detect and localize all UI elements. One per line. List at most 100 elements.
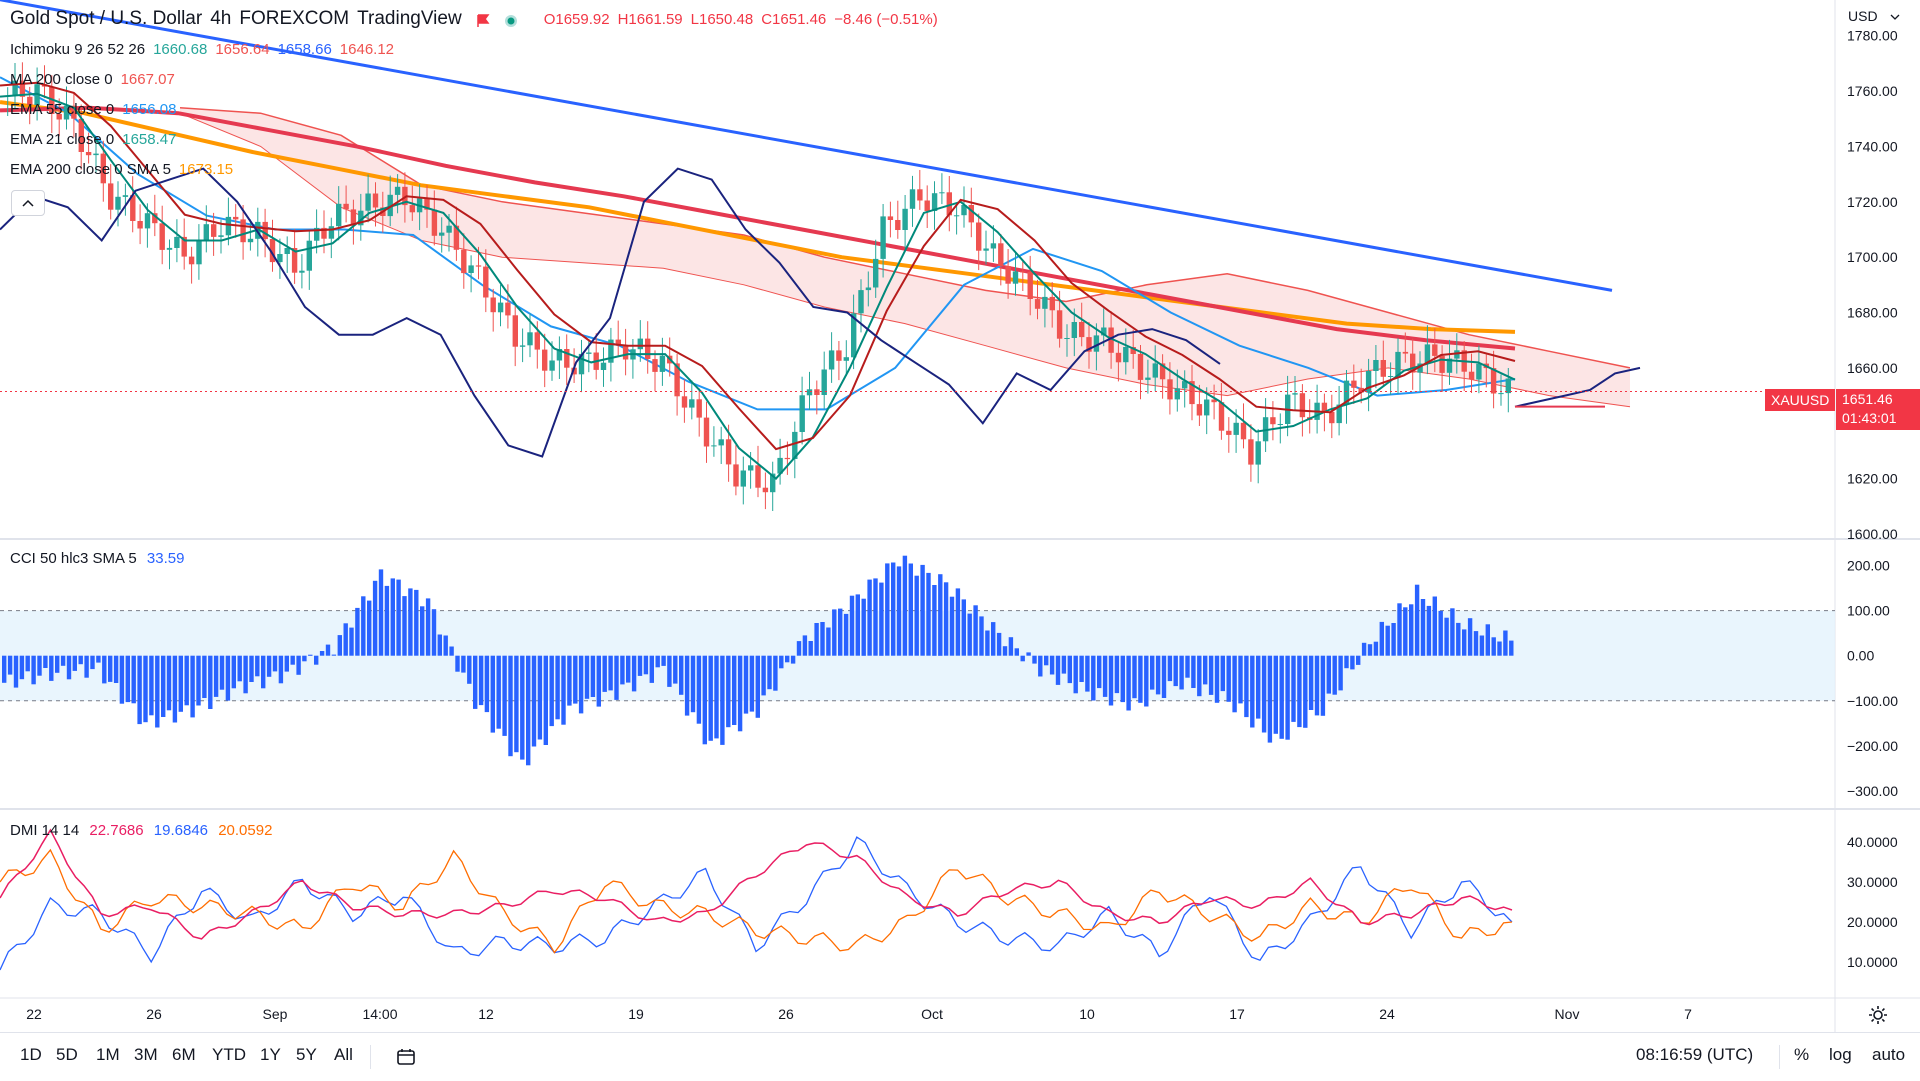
cci-bar xyxy=(720,655,725,745)
percent-toggle[interactable]: % xyxy=(1794,1045,1810,1064)
cci-bar xyxy=(908,563,913,656)
candle-body xyxy=(93,153,99,156)
cci-bar xyxy=(1132,655,1137,699)
candle-body xyxy=(402,186,408,206)
chikou-line xyxy=(0,167,1221,458)
dmi-plus-line xyxy=(0,836,1513,971)
collapse-legend-button[interactable] xyxy=(11,190,45,216)
clock-display[interactable]: 08:16:59 (UTC) xyxy=(1636,1045,1754,1064)
candle-body xyxy=(755,465,761,488)
cci-bar xyxy=(384,585,390,656)
indicator-legend-row[interactable]: EMA 21 close 0 1658.47 xyxy=(10,125,184,155)
cci-bar xyxy=(1079,655,1084,682)
cci-bar xyxy=(626,655,631,683)
candle-body xyxy=(63,105,70,120)
candle-body xyxy=(321,227,327,239)
cci-bar xyxy=(19,655,25,680)
candle-body xyxy=(1373,360,1379,371)
candle-body xyxy=(851,313,857,358)
cci-bar xyxy=(178,655,183,712)
cci-bar xyxy=(143,655,148,723)
cci-bar xyxy=(1444,617,1449,656)
cci-bar xyxy=(1214,655,1220,703)
candle-body xyxy=(1336,404,1342,424)
cci-bar xyxy=(1073,655,1078,694)
candle-body xyxy=(865,287,872,291)
chart-canvas[interactable]: 1780.00 1760.00 1740.00 1720.00 1700.00 1680.… xyxy=(0,0,1920,1032)
currency-label[interactable]: USD xyxy=(1848,8,1878,24)
cci-bar xyxy=(149,655,154,716)
candle-body xyxy=(740,470,746,487)
candle-body xyxy=(122,195,129,197)
settings-icon[interactable] xyxy=(1868,1005,1888,1025)
flag-icon[interactable] xyxy=(476,12,490,27)
chevron-down-icon[interactable] xyxy=(1890,14,1900,20)
dmi-scale-label: 40.0000 xyxy=(1847,834,1898,850)
date-range-icon[interactable] xyxy=(396,1047,416,1067)
kijun-line xyxy=(0,81,1516,451)
time-scale-label: Nov xyxy=(1555,1006,1580,1022)
timeframe-button[interactable]: 6M xyxy=(172,1045,196,1064)
cci-scale-label: 0.00 xyxy=(1847,648,1874,664)
cci-bar xyxy=(631,655,637,692)
candle-body xyxy=(1343,380,1350,405)
dmi-scale-label: 10.0000 xyxy=(1847,954,1898,970)
auto-toggle[interactable]: auto xyxy=(1872,1045,1906,1064)
candle-body xyxy=(527,332,533,346)
market-status-icon[interactable] xyxy=(504,12,518,27)
cci-bar xyxy=(337,635,342,656)
cci-bar xyxy=(1026,652,1031,656)
candle-body xyxy=(542,349,548,371)
candle-body xyxy=(461,249,467,274)
time-scale-label: 24 xyxy=(1379,1006,1395,1022)
ichimoku-cloud xyxy=(180,107,1630,407)
cci-bar xyxy=(1008,637,1014,656)
cci-bar xyxy=(1150,655,1155,690)
interval-label[interactable]: 4h xyxy=(210,8,232,29)
cci-bar xyxy=(161,655,166,717)
symbol-name[interactable]: Gold Spot / U.S. Dollar xyxy=(10,8,203,29)
cci-bar xyxy=(119,655,125,704)
candle-body xyxy=(306,240,312,271)
candle-body xyxy=(1071,322,1077,338)
candle-body xyxy=(1049,296,1055,311)
cci-bar xyxy=(620,655,625,685)
cci-bar xyxy=(1208,655,1214,695)
timeframe-button[interactable]: 1Y xyxy=(260,1045,281,1064)
timeframe-button[interactable]: 5Y xyxy=(296,1045,317,1064)
indicator-legend-row[interactable]: EMA 200 close 0 SMA 5 1673.15 xyxy=(10,155,241,185)
timeframe-button[interactable]: YTD xyxy=(212,1045,246,1064)
timeframe-button[interactable]: 1D xyxy=(20,1045,42,1064)
cci-bar xyxy=(1397,603,1402,656)
dmi-legend-plus: 19.6846 xyxy=(153,822,209,839)
timeframe-button[interactable]: 5D xyxy=(56,1045,78,1064)
timeframe-button[interactable]: 1M xyxy=(96,1045,120,1064)
log-toggle[interactable]: log xyxy=(1829,1045,1852,1064)
cci-bar xyxy=(1479,635,1485,656)
indicator-legend-row[interactable]: Ichimoku 9 26 52 26 1660.68 1656.64 1658.66… xyxy=(10,35,402,65)
indicator-legend-row[interactable]: EMA 55 close 0 1656.08 xyxy=(10,95,184,125)
candle-body xyxy=(1145,377,1151,380)
indicator-legend-row[interactable]: MA 200 close 0 1667.07 xyxy=(10,65,183,95)
cci-bar xyxy=(473,655,478,709)
candle-body xyxy=(1410,353,1416,373)
cci-bar xyxy=(72,655,77,671)
cci-bar xyxy=(1273,655,1278,734)
timeframe-button[interactable]: All xyxy=(334,1045,353,1064)
cci-scale-label: −300.00 xyxy=(1847,783,1898,799)
price-scale-label: 1660.00 xyxy=(1847,360,1898,376)
candle-body xyxy=(1093,335,1100,352)
candle-body xyxy=(814,389,820,395)
timeframe-button[interactable]: 3M xyxy=(134,1045,158,1064)
candle-body xyxy=(1042,296,1048,309)
cci-bar xyxy=(1108,655,1114,706)
candle-body xyxy=(946,192,952,216)
cci-bar xyxy=(855,594,860,656)
candle-body xyxy=(652,359,658,372)
cci-bar xyxy=(967,613,972,656)
cci-bar xyxy=(1379,621,1384,656)
cci-bar xyxy=(1138,655,1143,703)
candle-body xyxy=(961,205,967,216)
cci-bar xyxy=(1314,655,1320,716)
